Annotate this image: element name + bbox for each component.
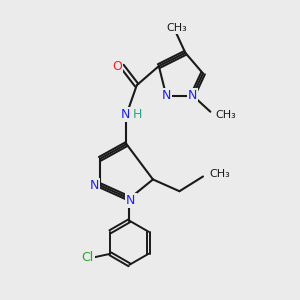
- Text: CH₃: CH₃: [166, 23, 187, 33]
- Text: H: H: [133, 108, 142, 121]
- Text: Cl: Cl: [82, 251, 94, 264]
- Text: CH₃: CH₃: [216, 110, 236, 120]
- Text: N: N: [188, 89, 197, 102]
- Text: N: N: [161, 89, 171, 102]
- Text: N: N: [126, 194, 136, 207]
- Text: N: N: [120, 108, 130, 121]
- Text: N: N: [90, 179, 99, 192]
- Text: CH₃: CH₃: [209, 169, 230, 178]
- Text: O: O: [112, 60, 122, 73]
